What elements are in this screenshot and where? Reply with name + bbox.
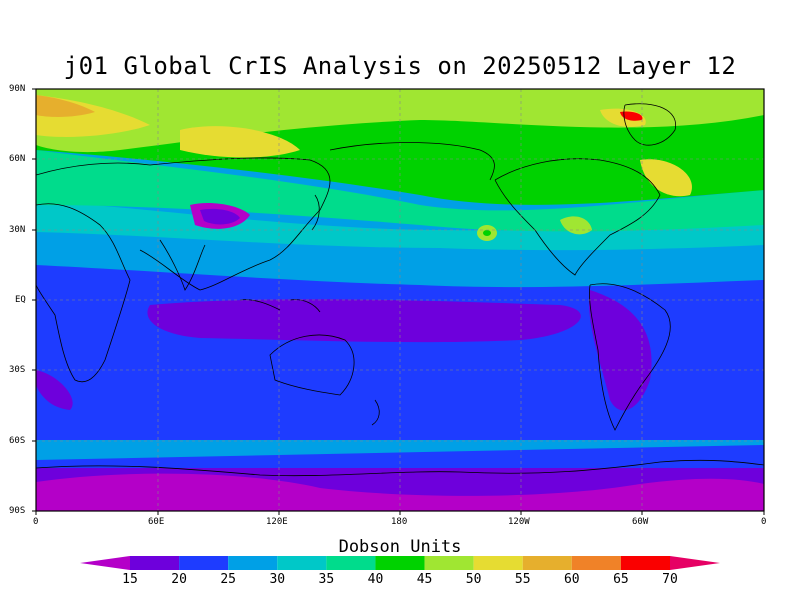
colorbar-swatch [424,556,474,570]
colorbar-swatch [130,556,180,570]
lat-label-90n: 90N [9,84,26,94]
tick-marks [32,88,765,515]
colorbar-level-label: 70 [662,572,678,587]
lat-label-30n: 30N [9,225,26,235]
lon-label-0: 0 [33,517,39,527]
colorbar-level-label: 35 [318,572,335,587]
colorbar-swatch [326,556,376,570]
lat-label-60s: 60S [9,436,26,446]
colorbar-title: Dobson Units [338,537,462,557]
colorbar-level-label: 40 [367,572,384,587]
lon-label-180: 180 [391,517,408,527]
lon-label-60w: 60W [632,517,649,527]
colorbar-level-label: 25 [220,572,236,587]
colorbar-level-label: 20 [171,572,187,587]
gridlines [36,89,764,511]
colorbar-level-label: 45 [416,572,433,587]
colorbar-level-label: 65 [613,572,629,587]
band-midlatitude [36,150,764,232]
colorbar-level-label: 60 [563,572,580,587]
lon-label-120w: 120W [508,517,530,527]
colorbar-level-label: 15 [122,572,138,587]
colorbar-swatch [473,556,523,570]
colorbar-swatch [522,556,572,570]
lat-label-90s: 90S [9,506,26,516]
lon-label-120e: 120E [266,517,288,527]
lat-label-60n: 60N [9,154,26,164]
colorbar-swatch [228,556,278,570]
lat-label-30s: 30S [9,365,26,375]
colorbar-level-label: 30 [269,572,286,587]
colorbar-swatch [179,556,229,570]
lon-label-0-right: 0 [761,517,767,527]
colorbar [80,556,720,570]
colorbar-swatch [620,556,670,570]
colorbar-swatch [277,556,327,570]
lat-label-eq: EQ [15,295,26,305]
colorbar-arrow-high [670,556,720,570]
colorbar-level-label: 50 [465,572,482,587]
colorbar-level-label: 55 [514,572,531,587]
colorbar-swatch [571,556,621,570]
map-title: j01 Global CrIS Analysis on 20250512 Lay… [63,52,737,80]
colorbar-swatch [375,556,425,570]
lon-label-60e: 60E [148,517,165,527]
colorbar-arrow-low [80,556,130,570]
